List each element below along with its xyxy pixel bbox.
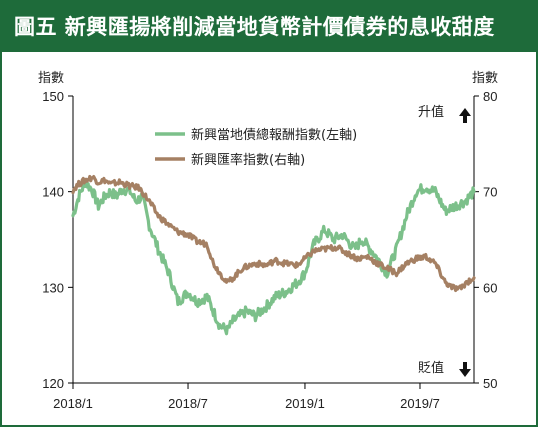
down-arrow-icon	[459, 362, 471, 377]
left-axis-unit: 指數	[38, 71, 64, 86]
left-tick-label: 140	[42, 185, 64, 200]
series-layer	[71, 174, 476, 336]
series-line-green	[71, 180, 476, 336]
right-tick-label: 50	[483, 376, 497, 391]
legend: 新興當地債總報酬指數(左軸) 新興匯率指數(右軸)	[155, 127, 357, 168]
axes-layer: 120 130 140 150 50 60 70 80 指數 指數 2018/1 2018/7 2019…	[38, 71, 498, 411]
legend-label-brown: 新興匯率指數(右軸)	[191, 152, 305, 168]
right-tick-label: 80	[483, 89, 497, 104]
x-tick-label: 2018/1	[53, 396, 93, 411]
left-tick-label: 120	[42, 376, 64, 391]
left-tick-label: 130	[42, 280, 64, 295]
up-label: 升值	[418, 104, 444, 120]
x-tick-label: 2019/7	[400, 396, 440, 411]
up-arrow-icon	[459, 108, 471, 123]
down-label: 貶值	[418, 360, 444, 376]
series-line-brown	[71, 174, 476, 293]
right-tick-label: 70	[483, 185, 497, 200]
legend-label-green: 新興當地債總報酬指數(左軸)	[191, 127, 357, 143]
annotations: 升值 貶值	[418, 104, 471, 377]
right-axis-unit: 指數	[472, 71, 498, 86]
right-tick-label: 60	[483, 280, 497, 295]
x-tick-label: 2018/7	[168, 396, 208, 411]
chart-title: 圖五 新興匯揚將削減當地貨幣計價債券的息收甜度	[2, 2, 536, 52]
x-tick-label: 2019/1	[285, 396, 325, 411]
left-tick-label: 150	[42, 89, 64, 104]
